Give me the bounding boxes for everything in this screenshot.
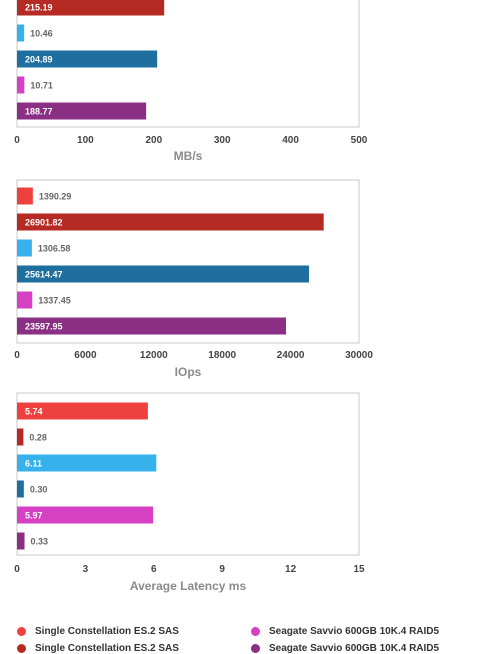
legend-item[interactable]: Single Constellation ES.2 SAS xyxy=(17,643,179,654)
legend-item[interactable]: Seagate Savvio 600GB 10K.4 RAID5 xyxy=(251,626,439,637)
x-tick-label: 0 xyxy=(14,135,20,146)
bar xyxy=(17,402,148,420)
plot-frame xyxy=(16,392,360,556)
legend-label: Single Constellation ES.2 SAS xyxy=(35,626,179,637)
bar xyxy=(17,265,310,283)
bar xyxy=(17,187,33,205)
bar xyxy=(17,506,154,524)
bar-value-label: 1390.29 xyxy=(39,192,72,202)
legend-label: Seagate Savvio 600GB 10K.4 RAID5 xyxy=(269,643,440,654)
bar xyxy=(17,76,25,94)
bar-value-label: 0.30 xyxy=(30,485,48,495)
bar xyxy=(17,454,157,472)
x-tick-label: 0 xyxy=(14,564,20,575)
legend-item[interactable]: Single Constellation ES.2 SAS xyxy=(17,626,179,637)
bar-value-label: 10.46 xyxy=(30,29,53,39)
legend-swatch xyxy=(17,627,26,636)
bar xyxy=(17,50,158,68)
bar-value-label: 1337.45 xyxy=(38,296,71,306)
bar xyxy=(17,239,32,257)
x-tick-label: 12000 xyxy=(140,350,168,361)
x-tick-label: 300 xyxy=(214,135,231,146)
legend-swatch xyxy=(251,644,260,653)
bar-value-label: 5.97 xyxy=(25,511,43,521)
legend-swatch xyxy=(17,644,26,653)
bar-value-label: 0.28 xyxy=(29,433,47,443)
bar xyxy=(17,0,165,16)
x-axis-title: IOps xyxy=(175,365,202,379)
bar xyxy=(17,428,24,446)
plot-frame xyxy=(16,179,360,344)
x-tick-label: 0 xyxy=(14,350,20,361)
bar xyxy=(17,317,287,335)
bar xyxy=(17,213,324,231)
x-axis-title: Average Latency ms xyxy=(130,579,247,593)
bar-value-label: 5.74 xyxy=(25,407,43,417)
x-tick-label: 30000 xyxy=(345,350,373,361)
x-tick-label: 100 xyxy=(77,135,94,146)
bar-value-label: 25614.47 xyxy=(25,270,63,280)
legend-item[interactable]: Seagate Savvio 600GB 10K.4 RAID5 xyxy=(251,643,439,654)
x-tick-label: 500 xyxy=(351,135,368,146)
x-tick-label: 6000 xyxy=(74,350,97,361)
bar xyxy=(17,532,25,550)
x-tick-label: 9 xyxy=(219,564,225,575)
legend-label: Single Constellation ES.2 SAS xyxy=(35,643,179,654)
x-tick-label: 6 xyxy=(151,564,157,575)
bar-value-label: 188.77 xyxy=(25,107,53,117)
x-tick-label: 24000 xyxy=(277,350,305,361)
bar-value-label: 6.11 xyxy=(25,459,42,469)
x-tick-label: 18000 xyxy=(208,350,236,361)
bar-value-label: 215.19 xyxy=(25,3,53,13)
legend-label: Seagate Savvio 600GB 10K.4 RAID5 xyxy=(269,626,440,637)
x-tick-label: 12 xyxy=(285,564,297,575)
x-tick-label: 3 xyxy=(83,564,89,575)
bar-value-label: 23597.95 xyxy=(25,322,63,332)
x-tick-label: 400 xyxy=(282,135,299,146)
legend-swatch xyxy=(251,627,260,636)
bar-value-label: 0.33 xyxy=(31,537,49,547)
x-axis-title: MB/s xyxy=(174,149,203,163)
bar xyxy=(17,480,24,498)
bar xyxy=(17,291,33,309)
bar-value-label: 26901.82 xyxy=(25,218,63,228)
x-tick-label: 15 xyxy=(353,564,365,575)
bar-value-label: 204.89 xyxy=(25,55,53,65)
bar xyxy=(17,102,147,120)
bar xyxy=(17,24,25,42)
bar-value-label: 10.71 xyxy=(30,81,53,91)
bar-value-label: 1306.58 xyxy=(38,244,71,254)
legend: Single Constellation ES.2 SAS Single Con… xyxy=(0,620,480,654)
x-tick-label: 200 xyxy=(145,135,162,146)
